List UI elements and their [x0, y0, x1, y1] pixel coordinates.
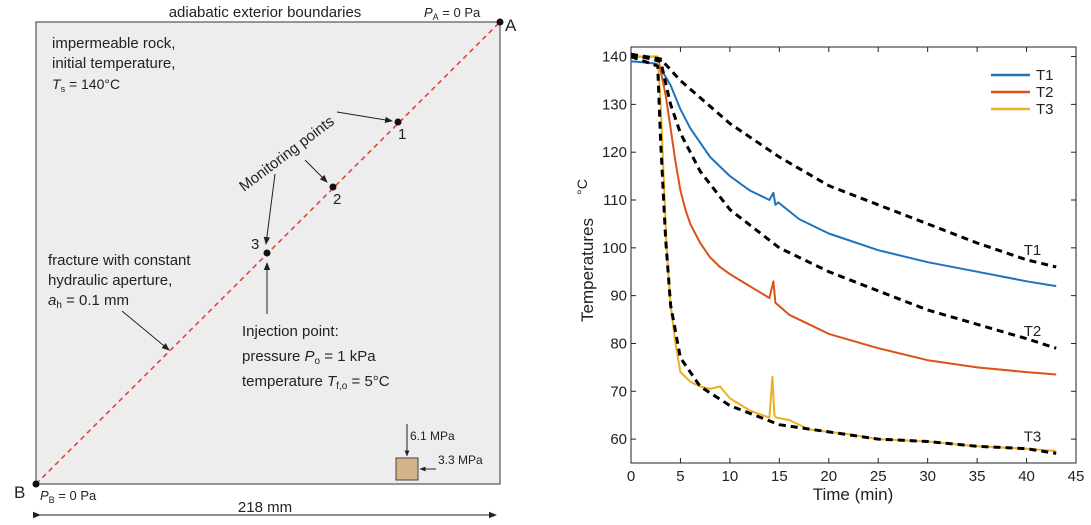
chart-x-axis-label: Time (min) — [813, 485, 894, 504]
rock-label-line1: impermeable rock, — [52, 35, 175, 52]
corner-a-label: A — [505, 16, 517, 35]
arrow-to-fracture — [121, 310, 170, 351]
fracture-label-line1: fracture with constant — [48, 252, 191, 269]
reference-curve-label: T3 — [1024, 428, 1042, 445]
stress-element — [395, 457, 419, 481]
y-tick-label: 80 — [610, 335, 627, 352]
x-tick-label: 40 — [1018, 468, 1035, 485]
chart-curves — [630, 52, 1057, 455]
legend-entry: T2 — [1036, 84, 1054, 101]
series-line-t2 — [631, 55, 1057, 376]
fracture-diagram: adiabatic exterior boundaries PA = 0 Pa … — [14, 4, 517, 519]
y-tick-label: 100 — [602, 240, 627, 257]
horizontal-stress-label: 3.3 MPa — [438, 453, 483, 467]
y-tick-label: 130 — [602, 96, 627, 113]
x-tick-label: 30 — [919, 468, 936, 485]
y-tick-label: 70 — [610, 383, 627, 400]
y-tick-label: 110 — [603, 192, 627, 209]
monitoring-point-3 — [263, 249, 271, 257]
chart-y-axis-label: Temperatures — [578, 218, 597, 322]
width-dimension-label: 218 mm — [238, 499, 292, 516]
chart-plot-area — [630, 46, 1077, 464]
y-tick-label: 90 — [610, 288, 627, 305]
monitoring-point-3-label: 3 — [251, 236, 259, 253]
x-tick-label: 25 — [870, 468, 887, 485]
reference-curve-label: T2 — [1024, 323, 1042, 340]
boundary-label: adiabatic exterior boundaries — [169, 4, 362, 21]
corner-b-label: B — [14, 483, 25, 502]
aperture-label: ah = 0.1 mm — [48, 292, 129, 311]
monitoring-point-1-label: 1 — [398, 126, 406, 143]
corner-a-pressure: PA = 0 Pa — [424, 5, 481, 22]
y-tick-label: 60 — [610, 431, 627, 448]
reference-curve-t1 — [630, 52, 1057, 269]
x-tick-label: 10 — [722, 468, 739, 485]
legend-entry: T3 — [1036, 101, 1054, 118]
x-tick-label: 15 — [771, 468, 788, 485]
arrow-to-point-1 — [336, 111, 393, 124]
chart-curve-labels: T1 T2 T3 — [1024, 242, 1042, 445]
x-tick-label: 20 — [820, 468, 837, 485]
y-tick-label: 140 — [602, 49, 627, 66]
y-tick-label: 120 — [602, 144, 627, 161]
series-line-t3 — [631, 55, 1057, 452]
series-line-t1 — [630, 60, 1057, 288]
vertical-stress-label: 6.1 MPa — [410, 429, 455, 443]
injection-label-line1: Injection point: — [242, 323, 339, 340]
monitoring-point-1 — [394, 118, 402, 126]
arrow-to-point-3 — [263, 173, 276, 245]
chart-ticks: 0 5 10 15 20 25 30 35 40 45 60 70 80 90 100 110 120 130 14… — [602, 47, 1084, 485]
corner-a-dot — [496, 18, 504, 26]
legend-entry: T1 — [1036, 67, 1054, 84]
monitoring-point-2 — [329, 183, 337, 191]
reference-curve-label: T1 — [1024, 242, 1042, 259]
reference-curve-t2 — [630, 52, 1057, 350]
corner-b-dot — [32, 480, 40, 488]
corner-b-pressure: PB = 0 Pa — [40, 488, 97, 505]
x-tick-label: 45 — [1068, 468, 1085, 485]
arrow-to-point-2 — [304, 159, 328, 183]
injection-temperature-label: temperature Tf,o = 5°C — [242, 373, 390, 392]
x-tick-label: 5 — [676, 468, 684, 485]
rock-label-line2: initial temperature, — [52, 55, 175, 72]
reference-curve-t3 — [630, 55, 1057, 455]
temperature-chart: 0 5 10 15 20 25 30 35 40 45 60 70 80 90 100 110 120 130 14… — [574, 46, 1084, 504]
x-tick-label: 35 — [969, 468, 986, 485]
monitoring-point-2-label: 2 — [333, 191, 341, 208]
x-tick-label: 0 — [627, 468, 635, 485]
chart-y-axis-unit: °C — [574, 179, 590, 195]
injection-pressure-label: pressure Po = 1 kPa — [242, 348, 376, 367]
fracture-label-line2: hydraulic aperture, — [48, 272, 172, 289]
initial-temperature-label: Ts = 140°C — [52, 76, 120, 94]
